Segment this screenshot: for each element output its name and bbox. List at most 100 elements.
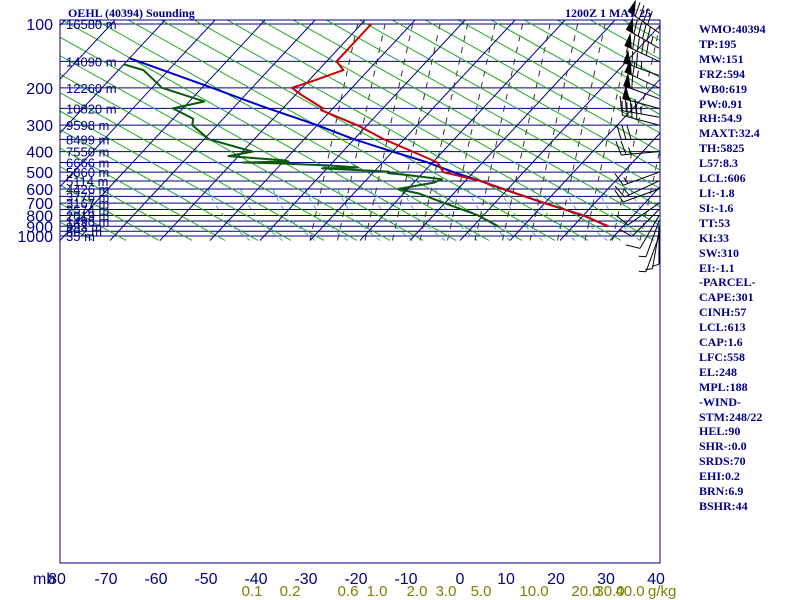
- wind-barbs: [614, 0, 660, 273]
- dry-adiabat-line: [325, 20, 660, 208]
- mixing-ratio-line: [499, 188, 543, 241]
- pressure-tick-label: 300: [26, 118, 53, 135]
- dry-adiabat-line: [160, 20, 556, 241]
- height-label: 3167 m: [66, 196, 109, 211]
- dry-adiabat-line: [358, 20, 660, 189]
- dry-adiabat-line: [60, 73, 358, 241]
- index-line: BRN:6.9: [699, 484, 744, 499]
- index-line: L57:8.3: [699, 156, 738, 171]
- wind-barb-staff: [623, 188, 660, 203]
- wind-barb-flag: [641, 38, 645, 54]
- wind-barb: [616, 125, 659, 140]
- dry-adiabat-line: [259, 20, 655, 241]
- height-label: 502 m: [66, 224, 102, 239]
- index-line: KI:33: [699, 230, 729, 245]
- wind-barb-staff: [621, 110, 660, 118]
- height-label: 35 m: [66, 229, 95, 244]
- wind-barb-staff: [627, 202, 660, 226]
- pressure-tick-label: 1000: [17, 229, 53, 246]
- isotherms: [60, 20, 660, 241]
- index-line: WMO:40394: [699, 22, 766, 36]
- wind-barb-staff: [624, 180, 660, 198]
- wind-barb-flag: [647, 10, 653, 25]
- temperature-tick-label: -70: [94, 571, 117, 588]
- index-line: TP:195: [699, 36, 737, 51]
- isotherm-line: [60, 20, 116, 80]
- mixing-ratio-label: 20.0: [571, 583, 600, 600]
- index-line: LFC:558: [699, 349, 745, 364]
- wind-barb-half-flag: [650, 36, 654, 44]
- mixing-ratio-line: [629, 188, 660, 231]
- wind-barb-half-flag: [623, 177, 629, 184]
- wind-barb-staff: [624, 71, 660, 89]
- index-line: CINH:57: [699, 305, 747, 320]
- pressure-tick-label: 500: [26, 165, 53, 182]
- height-label: 9598 m: [66, 118, 109, 133]
- plot-border: [59, 19, 661, 564]
- wind-barb-flag: [619, 96, 623, 111]
- moist-adiabat-line: [502, 23, 551, 241]
- background-grid: [60, 23, 660, 237]
- wind-barb-pennant: [626, 17, 634, 34]
- isotherm-line: [209, 20, 416, 241]
- wind-barb-flag: [637, 21, 643, 37]
- wind-barb-staff: [631, 209, 660, 237]
- temperature-tick-label: 40: [647, 571, 665, 588]
- wind-barb-flag: [626, 125, 632, 140]
- temperature-tick-label: 20: [547, 571, 565, 588]
- moist-adiabat-line: [639, 147, 660, 241]
- dry-adiabat-line: [193, 20, 589, 241]
- index-line: CAP:1.6: [699, 335, 743, 350]
- height-label: 6666 m: [66, 155, 109, 170]
- wind-barb-flag: [642, 7, 649, 23]
- index-line: SHR-:0.0: [699, 439, 747, 454]
- isotherm-line: [359, 20, 566, 241]
- index-line: TH:5825: [699, 141, 745, 156]
- mixing-ratio-label: 1.0: [367, 583, 388, 600]
- pressure-tick-label: 800: [26, 208, 53, 225]
- wind-barb-flag: [621, 125, 627, 140]
- index-line: LCL:613: [699, 320, 746, 335]
- mixing-ratio-line: [402, 188, 446, 241]
- wind-barb-flag: [631, 51, 634, 66]
- wind-barb-flag: [645, 40, 650, 56]
- dry-adiabat-line: [60, 92, 325, 241]
- stability-indices-panel: WMO:40394 TP:195 MW:151 FRZ:594 WB0:619 PW:0.…: [699, 22, 766, 514]
- index-line: FRZ:594: [699, 66, 745, 81]
- temperature-tick-label: 80: [48, 571, 66, 588]
- wind-barb-pennant: [624, 32, 632, 49]
- height-label: 1498 m: [66, 214, 109, 229]
- mixing-ratio-line: [207, 188, 251, 241]
- index-line: SRDS:70: [699, 454, 746, 469]
- isotherm-line: [609, 185, 660, 241]
- mixing-ratio-line: [337, 188, 381, 241]
- moist-adiabat-line: [419, 23, 469, 241]
- index-line: LI:-1.8: [699, 185, 735, 200]
- moist-adiabat-line: [474, 23, 524, 241]
- dry-adiabat-line: [391, 20, 660, 171]
- wind-barb-pennant: [627, 0, 636, 16]
- index-line: -PARCEL-: [699, 275, 756, 290]
- wind-barb: [624, 32, 660, 62]
- temperature-trace: [290, 23, 609, 228]
- moist-adiabat-line: [309, 23, 359, 241]
- wind-barb: [615, 140, 660, 156]
- wind-barb-half-flag: [645, 268, 653, 270]
- wind-barb-half-flag: [640, 106, 642, 115]
- wind-barb-staff: [623, 85, 660, 100]
- wind-barb: [619, 209, 660, 237]
- height-label: 10820 m: [66, 101, 117, 116]
- mixing-ratio-line: [272, 188, 316, 241]
- mixing-ratio-label: 0.2: [280, 583, 301, 600]
- mixing-ratio-line: [597, 188, 641, 241]
- wind-barb-flag: [614, 189, 624, 203]
- isotherm-line: [259, 20, 466, 241]
- dewpoint-trace: [123, 63, 499, 228]
- isotherm-line: [459, 24, 660, 241]
- mixing-ratio-label: 30.0: [595, 583, 624, 600]
- wind-barb-pennant: [624, 59, 632, 76]
- sounding-time: 1200Z 1 MAY 25: [565, 6, 652, 20]
- index-line: RH:54.9: [699, 111, 742, 126]
- height-label: 4426 m: [66, 182, 109, 197]
